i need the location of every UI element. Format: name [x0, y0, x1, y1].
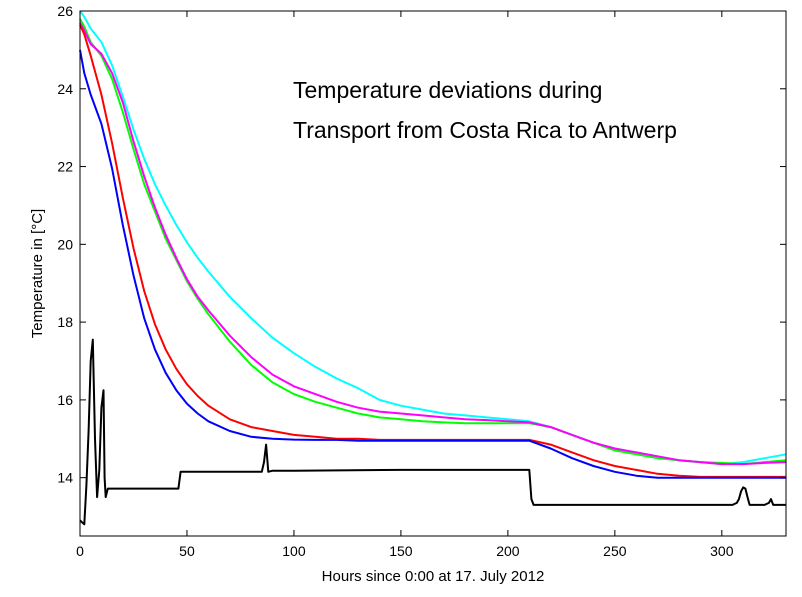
series-line-red: [79, 24, 786, 478]
x-tick-label: 0: [76, 543, 84, 559]
x-tick-label: 100: [282, 543, 306, 559]
series-line-green: [79, 18, 787, 466]
series-line-blue: [79, 49, 786, 479]
y-tick-label: 18: [57, 314, 73, 330]
y-tick-label: 16: [57, 392, 73, 408]
y-tick-label: 26: [57, 3, 73, 19]
series-line-black: [79, 338, 786, 526]
x-axis-title: Hours since 0:00 at 17. July 2012: [322, 568, 545, 585]
x-tick-label: 300: [710, 543, 734, 559]
annotation-line-2: Transport from Costa Rica to Antwerp: [293, 117, 677, 143]
x-tick-label: 150: [389, 543, 413, 559]
x-tick-label: 50: [179, 543, 195, 559]
ticks-layer: 0 50 100 150 200 250 300 14 16 18 20 22 24 26: [57, 3, 786, 559]
y-tick-label: 24: [57, 81, 73, 97]
y-tick-label: 22: [57, 159, 73, 175]
x-tick-label: 200: [496, 543, 520, 559]
y-tick-label: 20: [57, 236, 73, 252]
y-axis-title: Temperature in [°C]: [29, 209, 46, 338]
y-tick-label: 14: [57, 470, 73, 486]
x-tick-label: 250: [603, 543, 627, 559]
plot-area-frame: [79, 10, 787, 537]
series-layer: [79, 10, 787, 526]
series-line-magenta: [79, 22, 787, 466]
annotation-line-1: Temperature deviations during: [293, 77, 602, 103]
